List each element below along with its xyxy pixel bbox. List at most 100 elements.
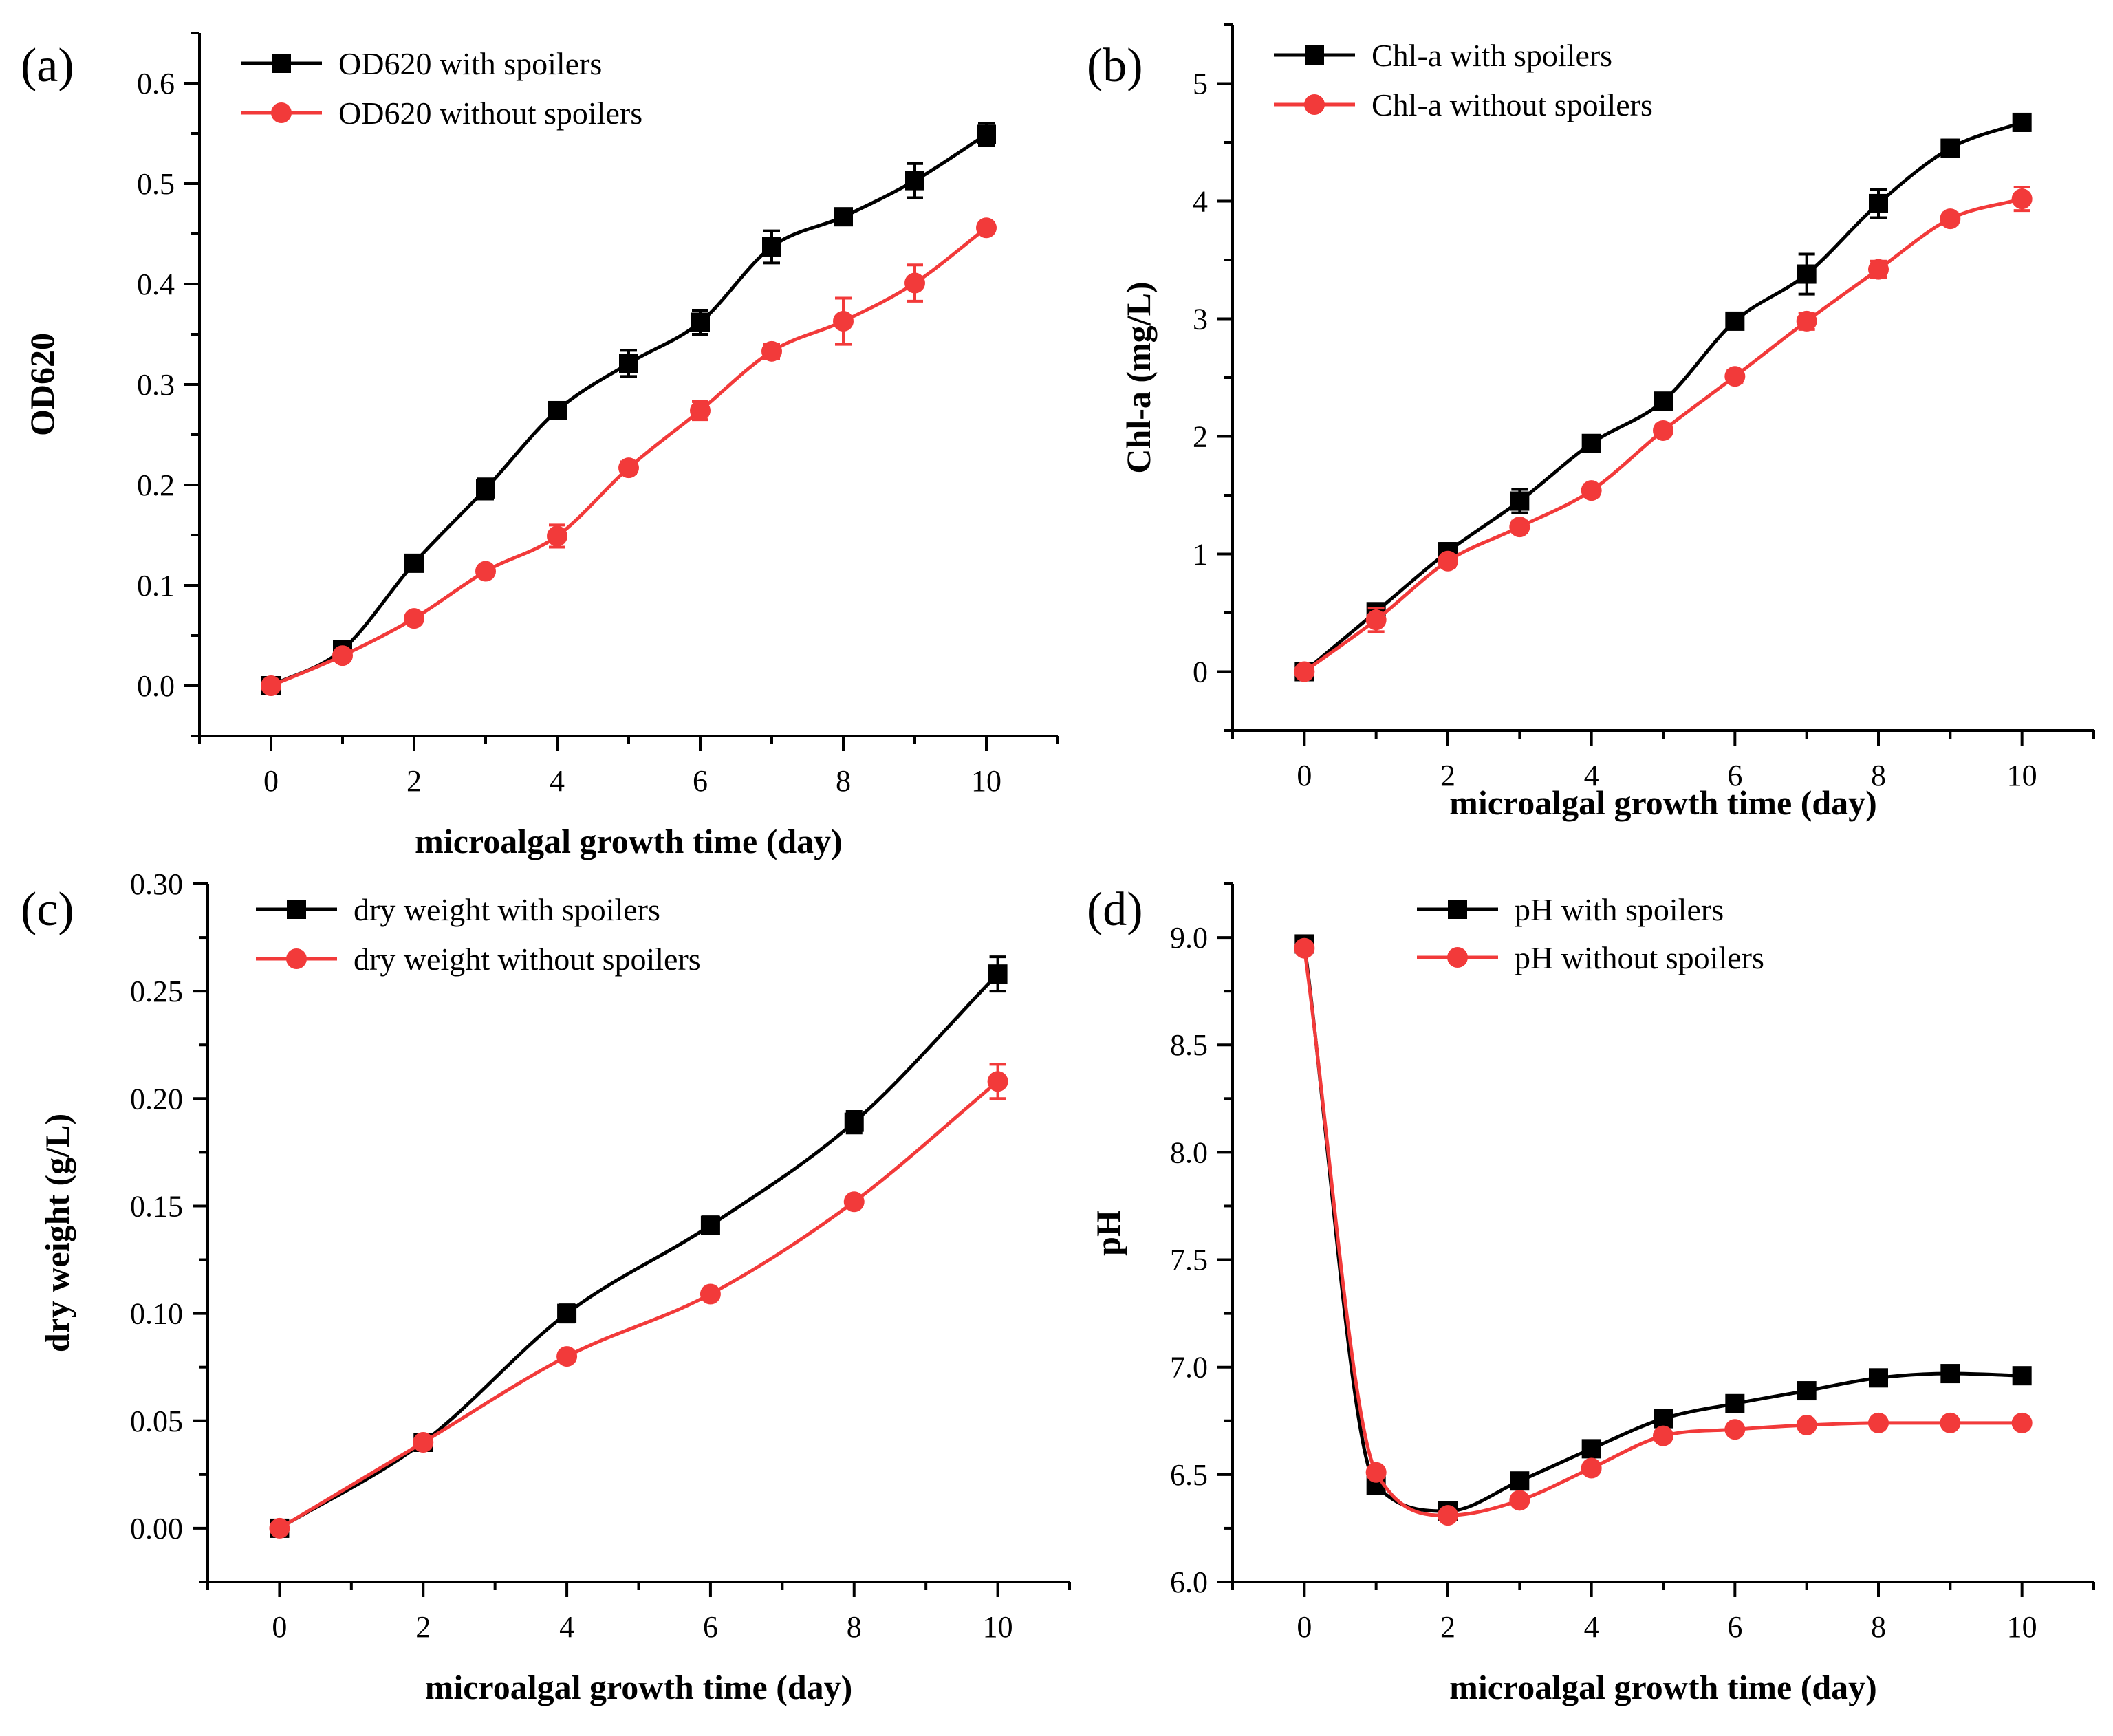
data-point bbox=[1940, 1364, 1960, 1384]
data-point bbox=[1869, 1368, 1888, 1388]
legend-label: OD620 with spoilers bbox=[338, 46, 602, 81]
y-tick-label: 0.25 bbox=[130, 975, 183, 1008]
data-point bbox=[1940, 138, 1960, 158]
data-point bbox=[690, 400, 711, 421]
legend-square-icon bbox=[287, 900, 306, 919]
legend-label: OD620 without spoilers bbox=[338, 96, 642, 131]
data-point bbox=[1294, 937, 1315, 959]
data-point bbox=[475, 561, 496, 582]
data-point bbox=[1438, 550, 1458, 572]
data-point bbox=[1796, 1415, 1817, 1436]
data-point bbox=[1869, 193, 1888, 213]
x-tick-label: 8 bbox=[836, 764, 851, 798]
legend-circle-icon bbox=[1304, 94, 1325, 115]
data-point bbox=[2012, 112, 2032, 132]
data-point bbox=[261, 675, 281, 696]
y-tick-label: 0.6 bbox=[137, 67, 175, 100]
panel-letter: (a) bbox=[21, 39, 74, 92]
panel-letter: (d) bbox=[1087, 883, 1143, 936]
data-point bbox=[2011, 1412, 2033, 1433]
data-point bbox=[1868, 1412, 1889, 1433]
data-point bbox=[1940, 208, 1961, 230]
data-point bbox=[2012, 1366, 2032, 1386]
data-point bbox=[1724, 366, 1746, 387]
data-point bbox=[269, 1517, 290, 1539]
series-with-spoilers bbox=[261, 122, 996, 695]
data-point bbox=[1581, 433, 1601, 453]
y-tick-label: 8.5 bbox=[1170, 1028, 1208, 1062]
y-tick-label: 0.4 bbox=[137, 268, 175, 301]
data-point bbox=[700, 1215, 720, 1235]
legend: Chl-a with spoilers Chl-a without spoiler… bbox=[1274, 38, 1653, 122]
data-point bbox=[1438, 1505, 1458, 1526]
series-without-spoilers bbox=[1294, 185, 2033, 682]
chart-panel-b: (b) 0 2 4 6 8 10 0 1 2 3 4 5 microalgal growth time (… bbox=[1087, 23, 2095, 822]
panel-letter: (c) bbox=[21, 883, 74, 936]
chart-panel-c: (c) 0 2 4 6 8 10 0.00 0.05 0.10 0.15 0.20 0.25 0.30 mi… bbox=[21, 867, 1071, 1706]
data-point bbox=[1509, 517, 1530, 538]
x-axis-title: microalgal growth time (day) bbox=[1449, 1668, 1877, 1706]
data-point bbox=[691, 312, 710, 332]
data-point bbox=[1724, 1419, 1746, 1440]
y-tick-label: 0.5 bbox=[137, 167, 175, 201]
data-point bbox=[618, 457, 639, 479]
x-tick-label: 8 bbox=[1871, 759, 1886, 792]
x-tick-label: 4 bbox=[550, 764, 565, 798]
data-point bbox=[413, 1432, 434, 1453]
data-point bbox=[977, 124, 996, 144]
data-point bbox=[548, 400, 567, 420]
data-point bbox=[1868, 259, 1889, 280]
y-tick-label: 0.2 bbox=[137, 468, 175, 502]
data-point bbox=[988, 964, 1008, 984]
data-point bbox=[700, 1283, 721, 1305]
series-line bbox=[270, 226, 988, 688]
panel-letter: (b) bbox=[1087, 39, 1143, 92]
data-point bbox=[1510, 491, 1530, 511]
legend-square-icon bbox=[1448, 900, 1467, 919]
legend-label: dry weight with spoilers bbox=[354, 892, 660, 927]
series-without-spoilers bbox=[1294, 937, 2033, 1526]
y-tick-label: 0.00 bbox=[130, 1512, 183, 1545]
data-point bbox=[547, 525, 567, 547]
legend-square-icon bbox=[272, 54, 291, 73]
y-tick-label: 0.30 bbox=[130, 867, 183, 901]
data-point bbox=[1797, 264, 1817, 284]
x-tick-label: 6 bbox=[1727, 1610, 1742, 1644]
y-tick-label: 0.0 bbox=[137, 669, 175, 703]
data-point bbox=[404, 553, 424, 573]
legend: pH with spoilers pH without spoilers bbox=[1417, 892, 1764, 975]
data-point bbox=[1365, 1462, 1387, 1483]
x-tick-label: 0 bbox=[272, 1610, 287, 1644]
series-line bbox=[279, 973, 999, 1530]
x-tick-label: 8 bbox=[847, 1610, 862, 1644]
x-tick-label: 6 bbox=[703, 1610, 718, 1644]
legend: OD620 with spoilers OD620 without spoiler… bbox=[241, 46, 642, 131]
legend-square-icon bbox=[1305, 45, 1324, 65]
y-tick-label: 3 bbox=[1193, 303, 1208, 336]
data-point bbox=[1654, 391, 1673, 411]
data-point bbox=[404, 608, 424, 629]
data-point bbox=[843, 1191, 865, 1213]
legend-label: dry weight without spoilers bbox=[354, 942, 701, 977]
data-point bbox=[1653, 1425, 1673, 1446]
x-tick-label: 0 bbox=[1297, 1610, 1312, 1644]
data-point bbox=[556, 1346, 578, 1367]
x-tick-label: 4 bbox=[1584, 759, 1599, 792]
series-line bbox=[270, 133, 988, 688]
data-point bbox=[834, 207, 853, 227]
y-tick-label: 6.5 bbox=[1170, 1458, 1208, 1492]
chart-panel-d: (d) 0 2 4 6 8 10 6.0 6.5 7.0 7.5 8.0 8.5 9.0 microalga… bbox=[1087, 882, 2095, 1706]
legend: dry weight with spoilers dry weight witho… bbox=[256, 892, 701, 977]
x-tick-label: 0 bbox=[1297, 759, 1312, 792]
data-point bbox=[1725, 1393, 1745, 1413]
y-tick-label: 7.5 bbox=[1170, 1244, 1208, 1277]
legend-circle-icon bbox=[286, 948, 307, 969]
data-point bbox=[762, 237, 781, 257]
data-point bbox=[1510, 1471, 1530, 1491]
y-tick-label: 5 bbox=[1193, 67, 1208, 101]
y-tick-label: 0.20 bbox=[130, 1082, 183, 1116]
data-point bbox=[904, 272, 925, 294]
y-axis-title: OD620 bbox=[23, 333, 61, 436]
y-tick-label: 4 bbox=[1193, 185, 1208, 219]
